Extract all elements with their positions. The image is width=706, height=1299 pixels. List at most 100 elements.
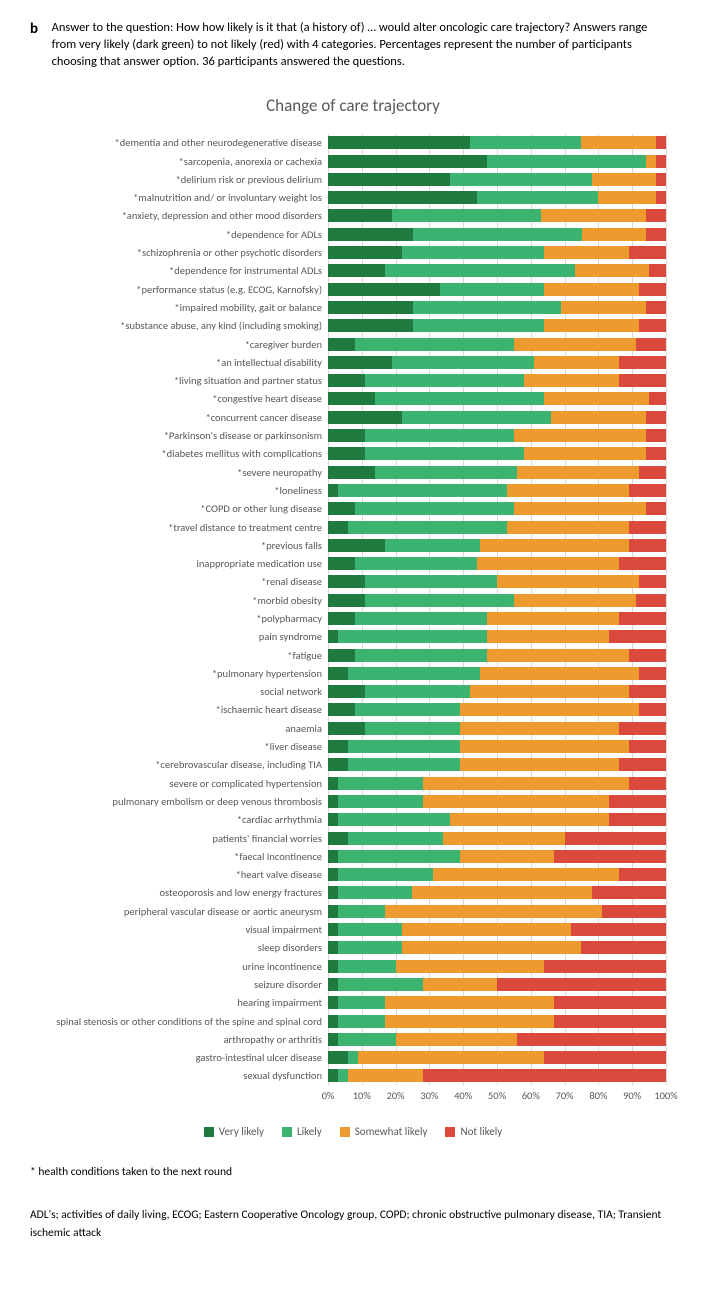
bar-segment: [328, 301, 413, 314]
x-tick-label: 40%: [454, 1089, 472, 1102]
bar-label: *dementia and other neurodegenerative di…: [40, 136, 328, 149]
bar-label: *faecal Incontinence: [40, 850, 328, 863]
bar-row: *delirium risk or previous delirium: [40, 170, 666, 188]
bar-track: [328, 612, 666, 625]
legend-label: Very likely: [219, 1125, 264, 1138]
bar-label: *previous falls: [40, 539, 328, 552]
bar-segment: [649, 264, 666, 277]
bar-segment: [338, 1069, 348, 1082]
bar-label: hearing impairment: [40, 996, 328, 1009]
bar-segment: [328, 319, 413, 332]
x-tick-label: 0%: [322, 1089, 335, 1102]
bar-segment: [487, 649, 629, 662]
legend-swatch: [445, 1127, 455, 1137]
bar-row: *dementia and other neurodegenerative di…: [40, 134, 666, 152]
bar-row: *travel distance to treatment centre: [40, 518, 666, 536]
legend-swatch: [204, 1127, 214, 1137]
bar-segment: [338, 941, 402, 954]
bar-row: *faecal Incontinence: [40, 847, 666, 865]
bar-segment: [423, 1069, 666, 1082]
bar-row: *anxiety, depression and other mood diso…: [40, 207, 666, 225]
bar-track: [328, 978, 666, 991]
bar-segment: [328, 1051, 348, 1064]
bar-segment: [433, 868, 619, 881]
x-tick-label: 20%: [387, 1089, 405, 1102]
bar-segment: [328, 209, 392, 222]
legend-label: Somewhat likely: [355, 1125, 428, 1138]
bar-label: *loneliness: [40, 484, 328, 497]
legend-item: Likely: [282, 1125, 322, 1138]
bar-track: [328, 923, 666, 936]
bar-track: [328, 594, 666, 607]
bar-segment: [385, 905, 601, 918]
x-tick-label: 10%: [353, 1089, 371, 1102]
bar-track: [328, 447, 666, 460]
bar-segment: [338, 795, 423, 808]
bar-segment: [328, 886, 338, 899]
x-tick-label: 80%: [589, 1089, 607, 1102]
bar-row: *severe neuropathy: [40, 463, 666, 481]
bar-segment: [497, 978, 666, 991]
bar-segment: [348, 1051, 358, 1064]
bar-label: *dependence for ADLs: [40, 228, 328, 241]
bar-row: arthropathy or arthritis: [40, 1030, 666, 1048]
bar-segment: [554, 996, 666, 1009]
x-tick-label: 90%: [623, 1089, 641, 1102]
bar-segment: [571, 923, 666, 936]
bar-label: sexual dysfunction: [40, 1069, 328, 1082]
bar-segment: [355, 557, 477, 570]
bar-row: patients' financial worries: [40, 829, 666, 847]
bar-segment: [460, 850, 555, 863]
bar-segment: [328, 722, 365, 735]
bar-segment: [639, 283, 666, 296]
bar-row: osteoporosis and low energy fractures: [40, 884, 666, 902]
bar-track: [328, 319, 666, 332]
bar-row: *congestive heart disease: [40, 390, 666, 408]
bar-row: *living situation and partner status: [40, 371, 666, 389]
bar-segment: [365, 575, 497, 588]
legend-swatch: [282, 1127, 292, 1137]
bar-segment: [534, 356, 619, 369]
bar-segment: [487, 630, 609, 643]
bar-row: visual impairment: [40, 920, 666, 938]
bar-segment: [328, 539, 385, 552]
bar-label: urine incontinence: [40, 960, 328, 973]
legend-item: Somewhat likely: [340, 1125, 428, 1138]
bar-label: *impaired mobility, gait or balance: [40, 301, 328, 314]
bar-label: *substance abuse, any kind (including sm…: [40, 319, 328, 332]
legend-label: Not likely: [460, 1125, 502, 1138]
bar-segment: [649, 392, 666, 405]
bar-segment: [581, 941, 666, 954]
bar-segment: [639, 575, 666, 588]
bar-segment: [619, 356, 666, 369]
bar-label: *diabetes mellitus with complications: [40, 447, 328, 460]
legend-item: Very likely: [204, 1125, 264, 1138]
bar-label: *pulmonary hypertension: [40, 667, 328, 680]
bar-row: *malnutrition and/ or involuntary weight…: [40, 189, 666, 207]
bar-segment: [328, 1015, 338, 1028]
bar-segment: [565, 832, 666, 845]
bar-label: *an intellectual disability: [40, 356, 328, 369]
bar-segment: [396, 1033, 518, 1046]
bar-row: *cardiac arrhythmia: [40, 811, 666, 829]
bar-segment: [328, 777, 338, 790]
bar-segment: [646, 502, 666, 515]
bar-segment: [328, 557, 355, 570]
bar-segment: [392, 209, 541, 222]
bar-label: *Parkinson's disease or parkinsonism: [40, 429, 328, 442]
bar-segment: [450, 173, 592, 186]
bar-segment: [619, 557, 666, 570]
bar-row: inappropriate medication use: [40, 554, 666, 572]
bar-segment: [328, 758, 348, 771]
bar-segment: [328, 338, 355, 351]
bar-track: [328, 173, 666, 186]
bar-label: pulmonary embolism or deep venous thromb…: [40, 795, 328, 808]
bar-segment: [328, 795, 338, 808]
bar-segment: [328, 685, 365, 698]
bar-segment: [348, 758, 460, 771]
bar-segment: [460, 740, 629, 753]
bar-segment: [392, 356, 534, 369]
bar-track: [328, 392, 666, 405]
bar-segment: [385, 539, 480, 552]
bar-track: [328, 813, 666, 826]
